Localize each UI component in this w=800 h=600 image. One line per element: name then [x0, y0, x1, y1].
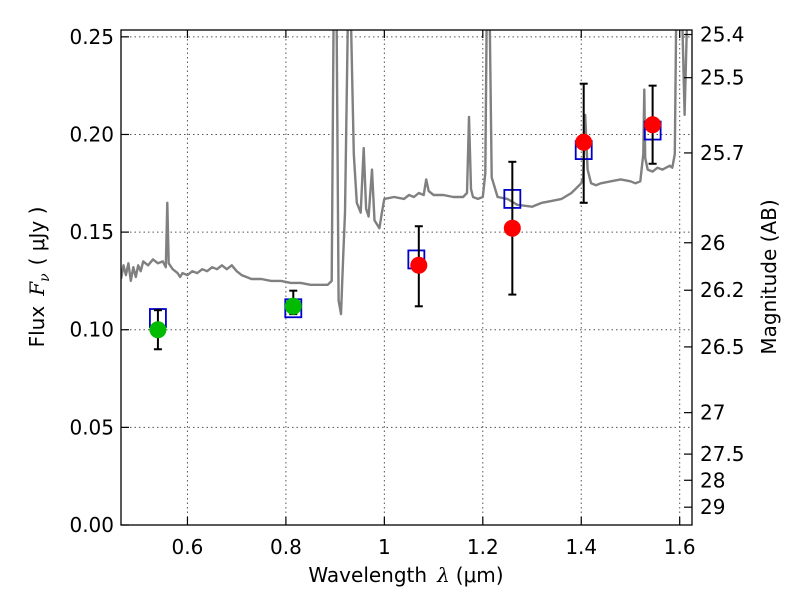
y2-tick-label: 26.5 — [700, 335, 745, 359]
grid-lines — [121, 30, 692, 526]
y2-axis-magnitude: 25.4 25.5 25.7 26 26.2 26.5 27 27.528 29 — [684, 23, 745, 519]
x-tick-label: 0.6 — [172, 535, 204, 559]
y2-tick-label: 25.7 — [700, 141, 745, 165]
x-axis: 0.6 0.8 1 1.2 1.4 1.6 — [172, 30, 696, 559]
observed-flux-point — [149, 321, 167, 339]
plot-frame — [120, 29, 693, 526]
x-tick-label: 0.8 — [270, 535, 302, 559]
y2-tick-label: 26 — [700, 231, 725, 255]
y-tick-label: 0.00 — [69, 513, 114, 537]
plot-area — [121, 30, 688, 316]
y-tick-label: 0.15 — [69, 220, 114, 244]
y2-tick-label: 27 — [700, 401, 725, 425]
y2-tick-label: 25.4 — [700, 23, 745, 47]
y-tick-label: 0.25 — [69, 25, 114, 49]
y-axis-label: Flux Fν ( μJy ) — [25, 207, 53, 348]
y-axis-label-symbol: F — [25, 281, 49, 297]
y2-tick-label: 26.2 — [700, 278, 745, 302]
observed-flux-point — [644, 116, 662, 134]
y2-tick-label: 28 — [700, 468, 725, 492]
observed-flux-point — [575, 133, 593, 151]
x-axis-label: Wavelength λ (μm) — [308, 563, 503, 587]
observed-flux-point — [410, 256, 428, 274]
y-axis-label-subscript: ν — [37, 273, 53, 282]
x-axis-label-symbol: λ — [436, 563, 450, 587]
y2-axis-label: Magnitude (AB) — [757, 199, 781, 354]
y-axis-label-unit: ( μJy ) — [25, 207, 49, 266]
observed-flux-point — [284, 297, 302, 315]
spectrum-line — [121, 30, 688, 316]
y-tick-label: 0.20 — [69, 122, 114, 146]
x-tick-label: 1 — [378, 535, 391, 559]
y-axis-label-text: Flux — [25, 306, 49, 348]
x-axis-label-unit: (μm) — [456, 563, 504, 587]
y2-tick-label: 27.5 — [700, 442, 745, 466]
y2-tick-label: 25.5 — [700, 66, 745, 90]
y-tick-label: 0.05 — [69, 415, 114, 439]
x-tick-label: 1.4 — [565, 535, 597, 559]
y2-tick-label: 29 — [700, 495, 725, 519]
y-axis: 0.00 0.05 0.10 0.15 0.20 0.25 — [69, 25, 129, 537]
x-tick-label: 1.2 — [467, 535, 499, 559]
x-axis-label-text: Wavelength — [308, 563, 427, 587]
observed-flux-point — [503, 219, 521, 237]
y-tick-label: 0.10 — [69, 318, 114, 342]
markers — [149, 82, 662, 351]
x-tick-label: 1.6 — [664, 535, 696, 559]
